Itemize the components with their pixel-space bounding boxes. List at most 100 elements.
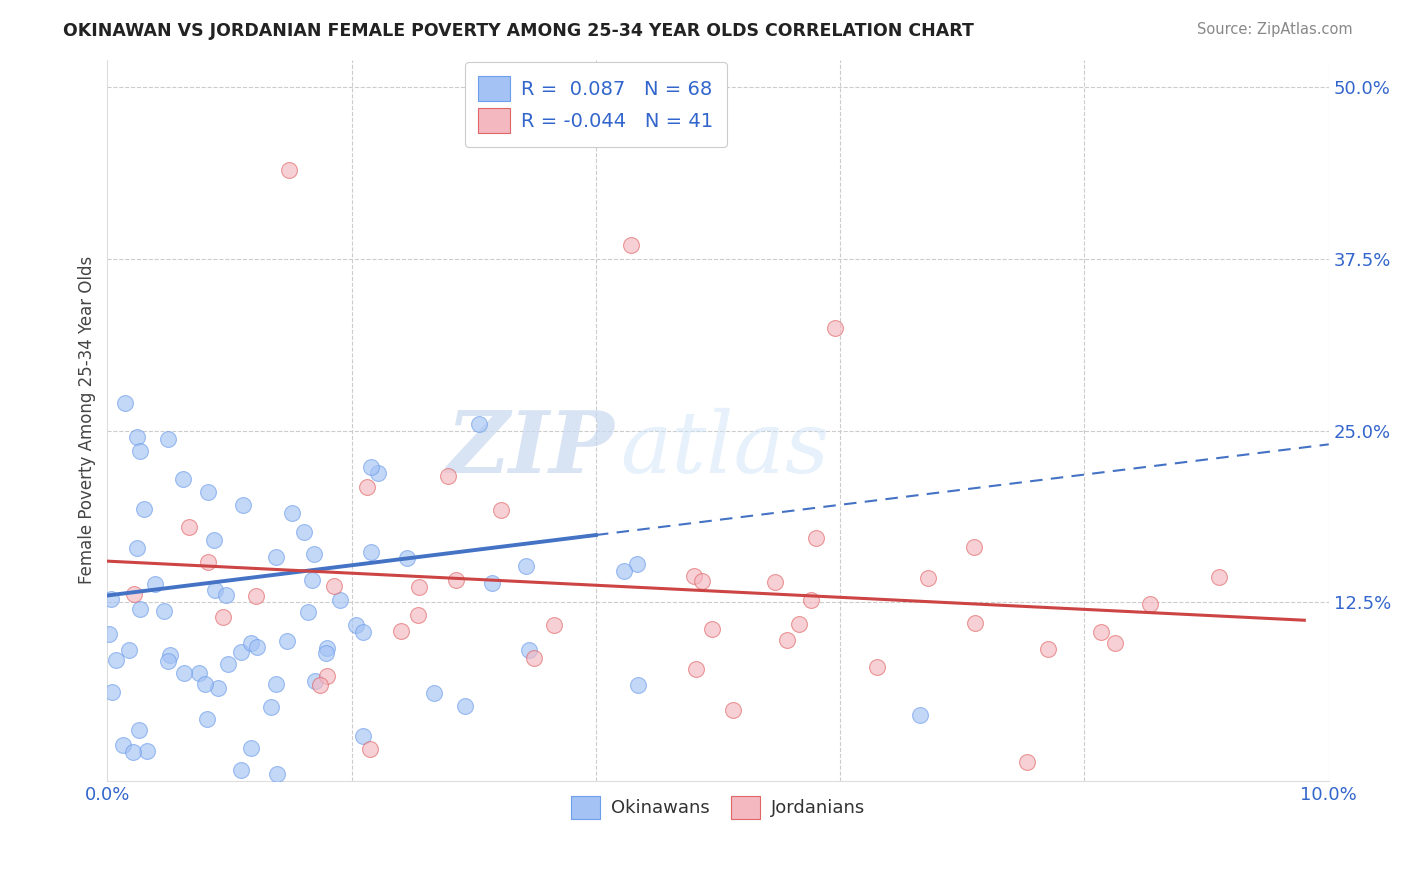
Point [356, 480, 378, 494]
Point [128, 602, 150, 616]
Point [97, 627, 120, 641]
Point [627, 678, 650, 692]
Point [143, 576, 166, 591]
Point [100, 592, 122, 607]
Point [523, 651, 546, 665]
Point [301, 573, 323, 587]
Point [276, 634, 298, 648]
Point [281, 506, 304, 520]
Text: Source: ZipAtlas.com: Source: ZipAtlas.com [1197, 22, 1353, 37]
Point [963, 540, 986, 554]
Point [202, 533, 225, 547]
Point [304, 547, 326, 561]
Point [700, 622, 723, 636]
Point [367, 466, 389, 480]
Point [723, 703, 745, 717]
Point [481, 575, 503, 590]
Point [104, 653, 127, 667]
Point [246, 640, 269, 654]
Point [172, 472, 194, 486]
Point [1139, 597, 1161, 611]
Point [613, 564, 636, 578]
Point [685, 662, 707, 676]
Point [207, 681, 229, 695]
Point [217, 657, 239, 671]
Point [515, 559, 537, 574]
Point [204, 583, 226, 598]
Point [188, 665, 211, 680]
Point [543, 618, 565, 632]
Point [278, 162, 301, 177]
Point [315, 640, 337, 655]
Point [118, 642, 141, 657]
Point [159, 648, 181, 662]
Point [232, 499, 254, 513]
Point [359, 742, 381, 756]
Point [908, 708, 931, 723]
Text: ZIP: ZIP [446, 408, 614, 491]
Point [124, 586, 146, 600]
Point [352, 624, 374, 639]
Point [264, 677, 287, 691]
Point [344, 618, 367, 632]
Point [468, 417, 491, 432]
Legend: Okinawans, Jordanians: Okinawans, Jordanians [564, 789, 872, 826]
Point [690, 574, 713, 588]
Point [804, 531, 827, 545]
Point [135, 744, 157, 758]
Point [132, 501, 155, 516]
Point [212, 609, 235, 624]
Point [917, 570, 939, 584]
Point [352, 730, 374, 744]
Point [197, 712, 219, 726]
Point [315, 646, 337, 660]
Point [197, 555, 219, 569]
Point [866, 660, 889, 674]
Point [454, 698, 477, 713]
Point [396, 550, 419, 565]
Point [1090, 624, 1112, 639]
Point [776, 633, 799, 648]
Point [152, 604, 174, 618]
Point [292, 525, 315, 540]
Text: OKINAWAN VS JORDANIAN FEMALE POVERTY AMONG 25-34 YEAR OLDS CORRELATION CHART: OKINAWAN VS JORDANIAN FEMALE POVERTY AMO… [63, 22, 974, 40]
Point [245, 589, 267, 603]
Point [620, 238, 643, 252]
Point [304, 674, 326, 689]
Point [517, 643, 540, 657]
Point [683, 569, 706, 583]
Point [177, 520, 200, 534]
Point [260, 700, 283, 714]
Point [800, 592, 823, 607]
Point [215, 588, 238, 602]
Point [125, 430, 148, 444]
Point [824, 320, 846, 334]
Point [194, 677, 217, 691]
Point [1036, 642, 1059, 657]
Point [444, 573, 467, 587]
Point [197, 485, 219, 500]
Text: atlas: atlas [620, 408, 830, 491]
Point [1208, 570, 1230, 584]
Point [240, 636, 263, 650]
Point [266, 766, 288, 780]
Point [100, 685, 122, 699]
Point [329, 593, 352, 607]
Point [264, 550, 287, 565]
Point [389, 624, 412, 638]
Point [965, 616, 987, 631]
Point [308, 678, 330, 692]
Point [360, 460, 382, 475]
Point [112, 738, 135, 752]
Point [127, 541, 149, 555]
Point [114, 396, 136, 410]
Point [1104, 636, 1126, 650]
Point [1015, 756, 1038, 770]
Point [240, 740, 263, 755]
Point [229, 644, 252, 658]
Point [122, 745, 145, 759]
Point [297, 605, 319, 619]
Point [360, 545, 382, 559]
Point [315, 669, 337, 683]
Point [489, 502, 512, 516]
